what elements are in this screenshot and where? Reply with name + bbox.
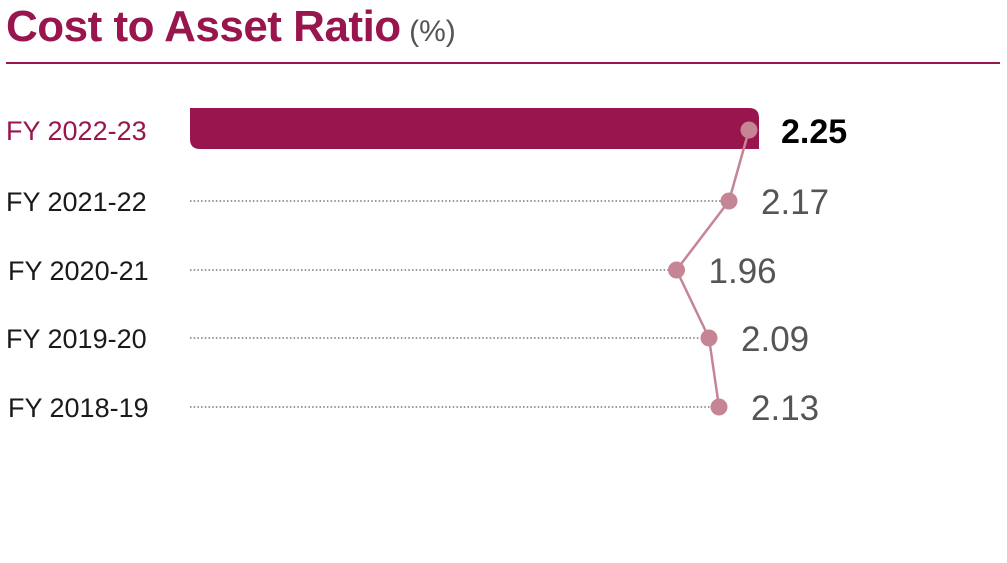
data-label: 2.25 <box>781 113 847 151</box>
category-label: FY 2021-22 <box>6 187 147 217</box>
chart-unit: (%) <box>409 15 456 48</box>
title-divider <box>6 62 1000 64</box>
data-point <box>740 121 758 139</box>
data-label: 2.09 <box>741 320 809 359</box>
category-label: FY 2019-20 <box>6 324 147 354</box>
chart-title-row: Cost to Asset Ratio (%) <box>6 2 456 52</box>
category-label: FY 2018-19 <box>8 393 149 423</box>
chart-title: Cost to Asset Ratio <box>6 2 401 51</box>
data-point <box>710 398 728 416</box>
data-label: 2.17 <box>761 183 829 222</box>
category-label: FY 2020-21 <box>8 256 149 286</box>
data-label: 2.13 <box>751 389 819 428</box>
data-point <box>668 261 685 279</box>
bar <box>190 108 759 149</box>
category-label: FY 2022-23 <box>6 116 147 146</box>
data-point <box>700 329 718 347</box>
data-label: 1.96 <box>709 252 777 291</box>
data-point <box>720 192 738 210</box>
